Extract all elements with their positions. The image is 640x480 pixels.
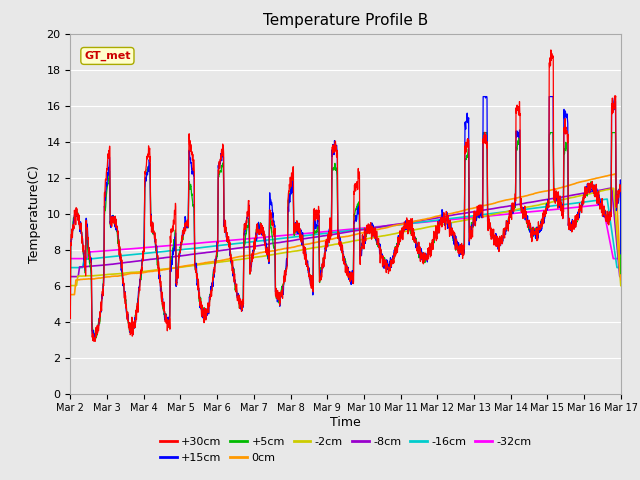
Text: GT_met: GT_met	[84, 51, 131, 61]
Title: Temperature Profile B: Temperature Profile B	[263, 13, 428, 28]
Legend: +30cm, +15cm, +5cm, 0cm, -2cm, -8cm, -16cm, -32cm: +30cm, +15cm, +5cm, 0cm, -2cm, -8cm, -16…	[156, 433, 536, 467]
X-axis label: Time: Time	[330, 416, 361, 429]
Y-axis label: Temperature(C): Temperature(C)	[28, 165, 41, 263]
